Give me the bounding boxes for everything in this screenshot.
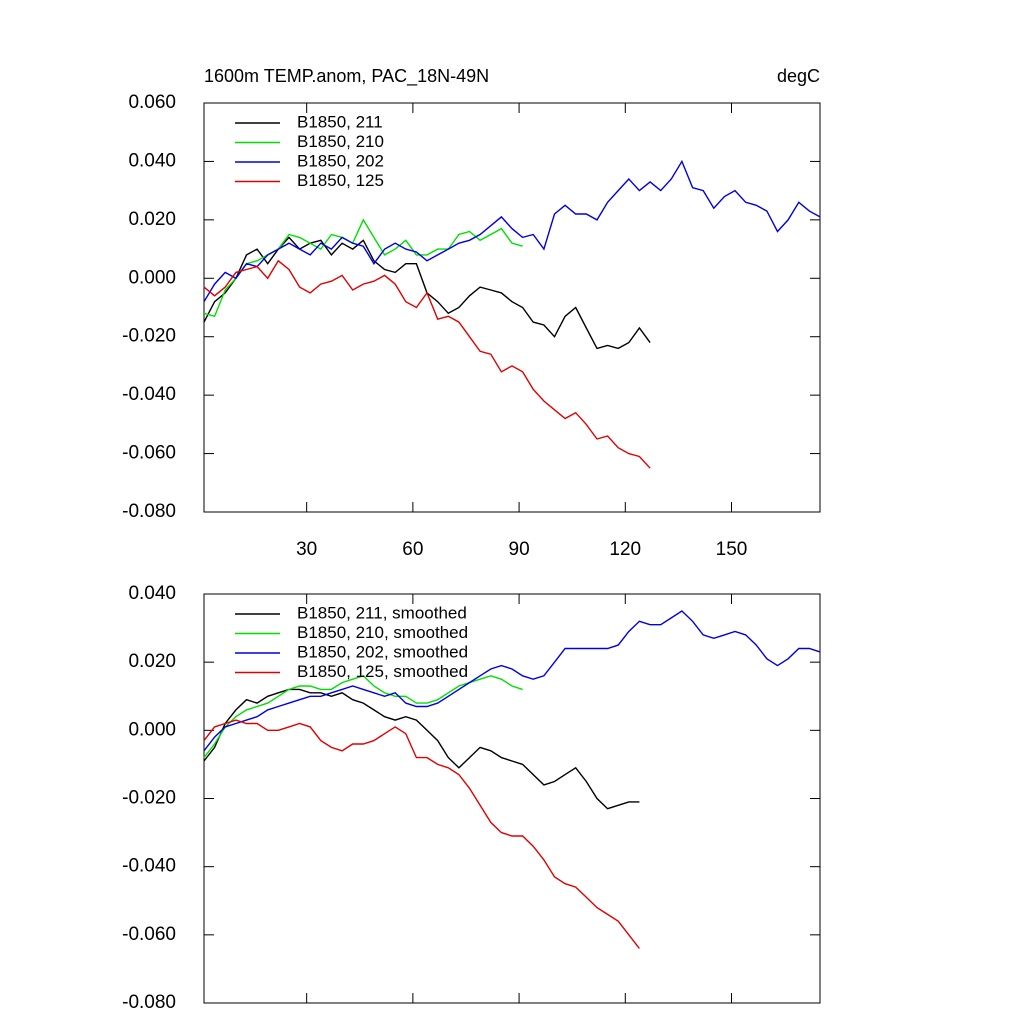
y-tick-label: -0.060 (122, 924, 176, 945)
x-tick-label: 120 (609, 539, 641, 560)
legend-label: B1850, 202 (297, 151, 384, 170)
series-line (203, 675, 523, 759)
series-line (203, 259, 651, 469)
y-tick-label: -0.040 (122, 384, 176, 405)
y-tick-label: 0.020 (128, 209, 176, 230)
series-line (203, 719, 640, 949)
legend-label: B1850, 210, smoothed (297, 623, 468, 642)
y-tick-label: -0.060 (122, 443, 176, 464)
legend-label: B1850, 202, smoothed (297, 642, 468, 661)
y-tick-label: 0.000 (128, 267, 176, 288)
x-tick-label: 60 (402, 539, 423, 560)
chart-title: 1600m TEMP.anom, PAC_18N-49N (204, 66, 489, 87)
series-line (203, 218, 523, 318)
legend-label: B1850, 211 (297, 112, 383, 131)
units-label: degC (777, 66, 820, 86)
x-tick-label: 30 (296, 539, 317, 560)
legend-label: B1850, 210 (297, 132, 384, 151)
plot-frame (203, 102, 821, 513)
y-tick-label: 0.000 (128, 719, 176, 740)
x-tick-label: 90 (509, 539, 530, 560)
y-tick-label: -0.080 (122, 992, 176, 1013)
legend-label: B1850, 125 (297, 171, 384, 190)
y-tick-label: 0.060 (128, 92, 176, 113)
series-line (203, 159, 821, 303)
series-line (203, 610, 821, 752)
legend-label: B1850, 125, smoothed (297, 662, 468, 681)
y-tick-label: -0.020 (122, 788, 176, 809)
y-tick-label: -0.040 (122, 856, 176, 877)
legend-label: B1850, 211, smoothed (297, 603, 467, 622)
y-tick-label: 0.020 (128, 651, 176, 672)
x-tick-label: 150 (716, 539, 748, 560)
series-line (203, 688, 640, 810)
y-tick-label: -0.020 (122, 326, 176, 347)
y-tick-label: 0.040 (128, 150, 176, 171)
y-tick-label: -0.080 (122, 501, 176, 522)
y-tick-label: 0.040 (128, 583, 176, 604)
